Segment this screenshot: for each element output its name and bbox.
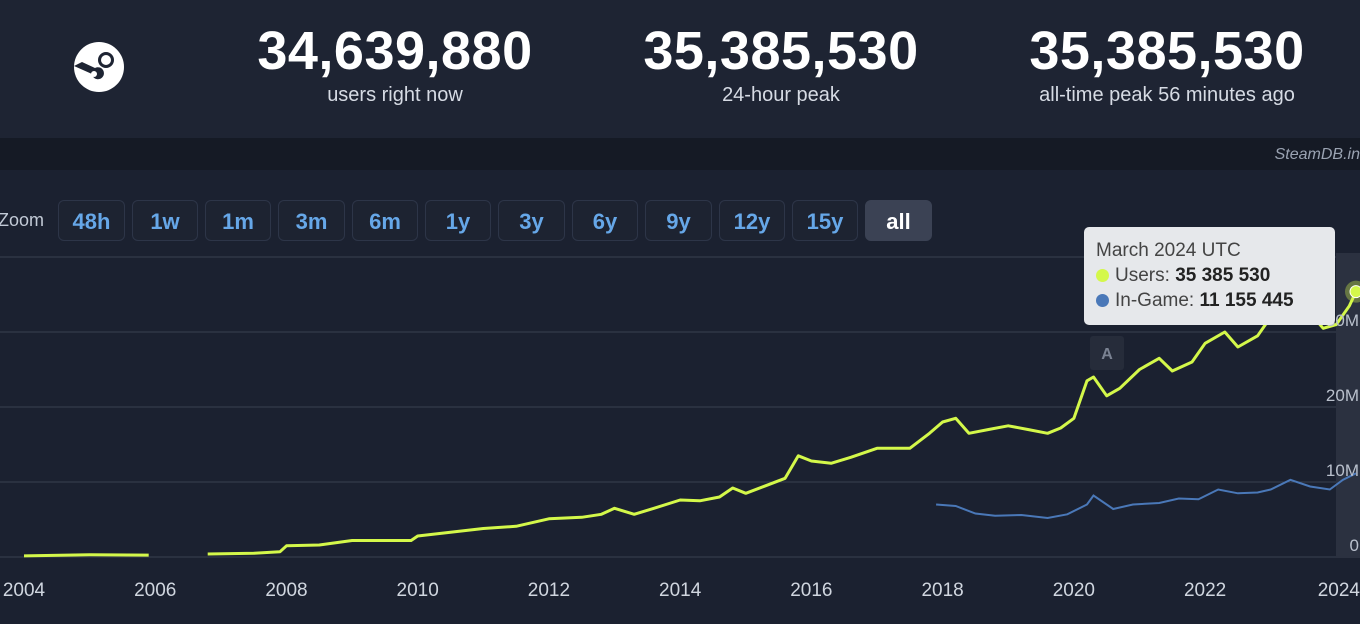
stat-label: all-time peak 56 minutes ago xyxy=(1039,84,1295,106)
stat-label: users right now xyxy=(327,84,463,106)
stat-value: 34,639,880 xyxy=(257,21,533,81)
tooltip-row-users: Users: 35 385 530 xyxy=(1096,263,1335,288)
tooltip-title: March 2024 UTC xyxy=(1096,240,1241,261)
x-tick-label: 2008 xyxy=(265,580,307,601)
y-tick-label: 10M xyxy=(1326,461,1359,480)
tooltip-ingame-value: 11 155 445 xyxy=(1199,290,1294,311)
zoom-button-3m[interactable]: 3m xyxy=(278,200,345,241)
series-line-in-game xyxy=(936,472,1357,520)
zoom-button-6m[interactable]: 6m xyxy=(352,200,418,241)
zoom-button-1w[interactable]: 1w xyxy=(132,200,198,241)
in-game-dot-icon xyxy=(1096,294,1109,307)
header-bar: 34,639,880 users right now 35,385,530 24… xyxy=(0,0,1360,138)
annotation-flag[interactable]: A xyxy=(1090,336,1124,370)
zoom-button-15y[interactable]: 15y xyxy=(792,200,858,241)
annotation-flag-label: A xyxy=(1101,346,1113,363)
zoom-button-12y[interactable]: 12y xyxy=(719,200,785,241)
x-tick-label: 2018 xyxy=(921,580,963,601)
steam-logo-icon[interactable] xyxy=(73,41,125,93)
y-tick-label: 0 xyxy=(1350,536,1359,555)
tooltip-ingame-label: In-Game: xyxy=(1115,290,1195,311)
zoom-button-9y[interactable]: 9y xyxy=(645,200,712,241)
zoom-label: Zoom xyxy=(0,210,45,230)
x-tick-label: 2012 xyxy=(528,580,570,601)
zoom-button-6y[interactable]: 6y xyxy=(572,200,638,241)
zoom-button-all[interactable]: all xyxy=(865,200,932,241)
chart-tooltip: March 2024 UTC Users: 35 385 530 In-Game… xyxy=(1084,227,1335,325)
x-tick-label: 2016 xyxy=(790,580,832,601)
chart-grid xyxy=(0,256,1336,558)
stat-value: 35,385,530 xyxy=(643,21,919,81)
x-tick-label: 2022 xyxy=(1184,580,1226,601)
x-tick-label: 2014 xyxy=(659,580,702,601)
x-tick-label: 2010 xyxy=(397,580,439,601)
stat-all-time-peak: 35,385,530 all-time peak 56 minutes ago xyxy=(987,20,1347,106)
stat-value: 35,385,530 xyxy=(1029,21,1305,81)
x-tick-label: 2024 xyxy=(1318,580,1360,601)
stat-24h-peak: 35,385,530 24-hour peak xyxy=(601,20,961,106)
navigator-edge[interactable] xyxy=(1336,253,1360,558)
hover-point xyxy=(1349,285,1360,299)
zoom-button-1y[interactable]: 1y xyxy=(425,200,491,241)
x-axis-labels: 2004 2006 2008 2010 2012 2014 2016 2018 2020 2022… xyxy=(3,580,1360,601)
credit-link[interactable]: SteamDB.in xyxy=(1274,146,1360,163)
y-tick-label: 20M xyxy=(1326,386,1359,405)
tooltip-row-in-game: In-Game: 11 155 445 xyxy=(1096,288,1335,313)
zoom-button-3y[interactable]: 3y xyxy=(498,200,565,241)
zoom-button-48h[interactable]: 48h xyxy=(58,200,125,241)
stat-label: 24-hour peak xyxy=(722,84,840,106)
divider-strip xyxy=(0,138,1360,170)
x-tick-label: 2020 xyxy=(1053,580,1095,601)
x-tick-label: 2004 xyxy=(3,580,46,601)
tooltip-users-value: 35 385 530 xyxy=(1175,265,1271,286)
tooltip-users-label: Users: xyxy=(1115,265,1170,286)
zoom-button-1m[interactable]: 1m xyxy=(205,200,271,241)
series-line-users xyxy=(23,290,1358,558)
x-tick-label: 2006 xyxy=(134,580,176,601)
stat-users-now: 34,639,880 users right now xyxy=(215,20,575,106)
users-dot-icon xyxy=(1096,269,1109,282)
